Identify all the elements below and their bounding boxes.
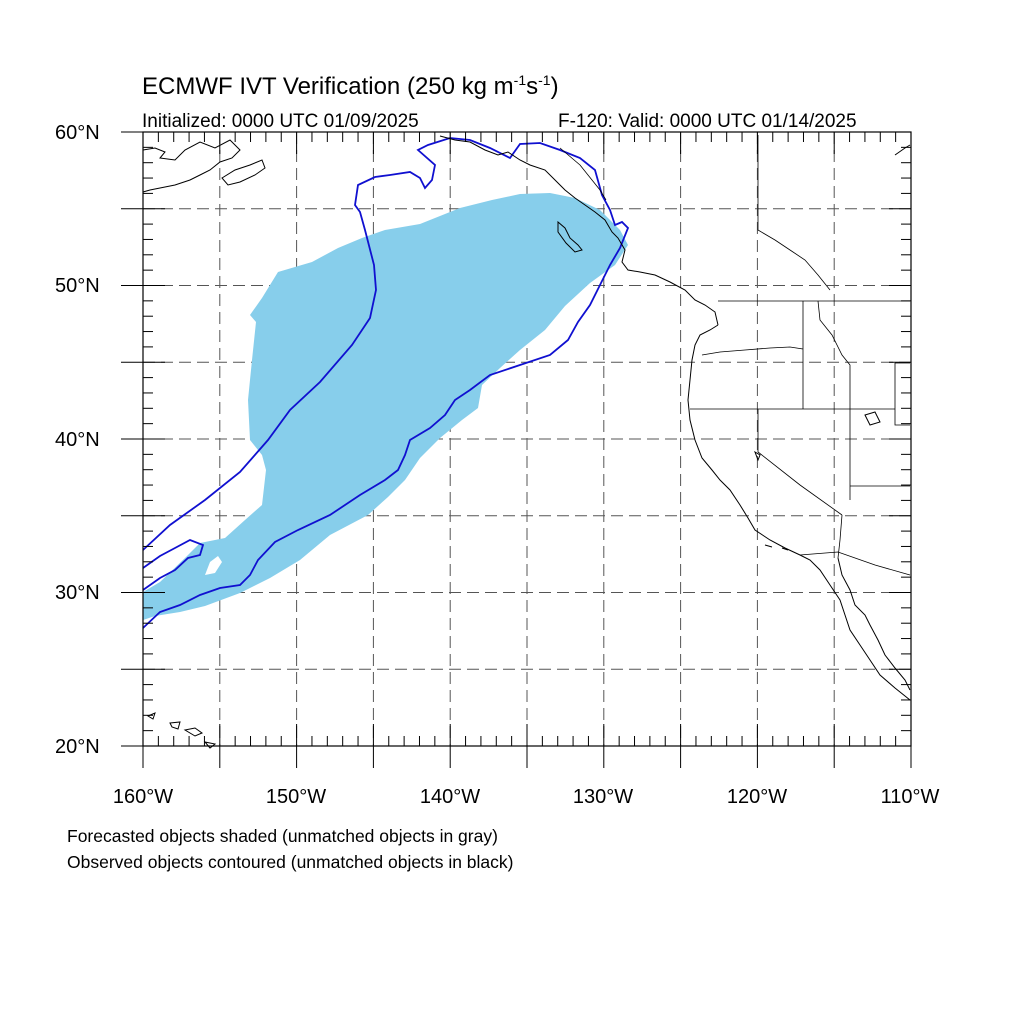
- channel-islands: [764, 544, 789, 551]
- coastline-alaska-gulf: [439, 135, 719, 326]
- border-arizona-nevada: [837, 514, 843, 559]
- lake-tahoe: [754, 450, 761, 462]
- observed-note: Observed objects contoured (unmatched ob…: [67, 852, 514, 872]
- observed-contour-main: [142, 137, 630, 629]
- title-text: ECMWF IVT Verification (250 kg m: [142, 73, 514, 100]
- lat-label-50: 50°N: [55, 275, 100, 297]
- lon-label-160w: 160°W: [112, 786, 174, 808]
- map-title: ECMWF IVT Verification (250 kg m-1s-1): [142, 72, 559, 101]
- forecast-object-shaded: [143, 193, 628, 620]
- coastline-alaska-west: [142, 139, 241, 193]
- coastline-hawaii-1: [146, 712, 156, 720]
- political-borders: [559, 135, 911, 576]
- forecast-objects: [143, 193, 628, 620]
- lat-label-20: 20°N: [55, 736, 100, 758]
- coastline-haida-gwaii: [557, 220, 583, 253]
- forecast-object-small: [205, 556, 222, 575]
- lon-label-150w: 150°W: [265, 786, 327, 808]
- great-salt-lake: [864, 411, 881, 426]
- observed-objects: [142, 137, 630, 629]
- border-wyoming: [894, 362, 910, 426]
- coastline-hawaii-4: [203, 741, 217, 749]
- coastline-hudson-bay: [894, 144, 911, 156]
- title-text-end: ): [550, 73, 559, 100]
- lon-label-130w: 130°W: [572, 786, 634, 808]
- title-text-s: s: [526, 73, 539, 100]
- lon-label-120w: 120°W: [726, 786, 788, 808]
- border-us-mexico: [799, 551, 911, 576]
- coastlines: [142, 135, 911, 749]
- title-exponent: -1: [513, 72, 527, 88]
- coastline-kodiak: [221, 159, 266, 186]
- lon-label-140w: 140°W: [419, 786, 481, 808]
- axis-ticks: [121, 131, 912, 768]
- coastline-us-west: [687, 324, 911, 701]
- title-exponent: -1: [538, 72, 551, 88]
- coastline-hawaii-2: [169, 721, 181, 730]
- border-washington-oregon: [701, 346, 804, 356]
- lat-label-30: 30°N: [55, 582, 100, 604]
- border-idaho-montana: [817, 300, 851, 409]
- forecast-note: Forecasted objects shaded (unmatched obj…: [67, 826, 498, 846]
- lon-label-110w: 110°W: [880, 786, 940, 808]
- coastline-hawaii-3: [183, 727, 204, 737]
- lat-label-40: 40°N: [55, 429, 100, 451]
- coastline-baja: [837, 557, 911, 691]
- lat-label-60: 60°N: [55, 122, 100, 144]
- border-bc-alberta: [757, 135, 831, 291]
- border-california-nevada: [757, 409, 843, 516]
- initialized-label: Initialized: 0000 UTC 01/09/2025: [142, 111, 419, 132]
- border-alaska-canada: [559, 147, 607, 201]
- observed-contour-small: [142, 539, 205, 591]
- valid-time-label: F-120: Valid: 0000 UTC 01/14/2025: [558, 111, 857, 132]
